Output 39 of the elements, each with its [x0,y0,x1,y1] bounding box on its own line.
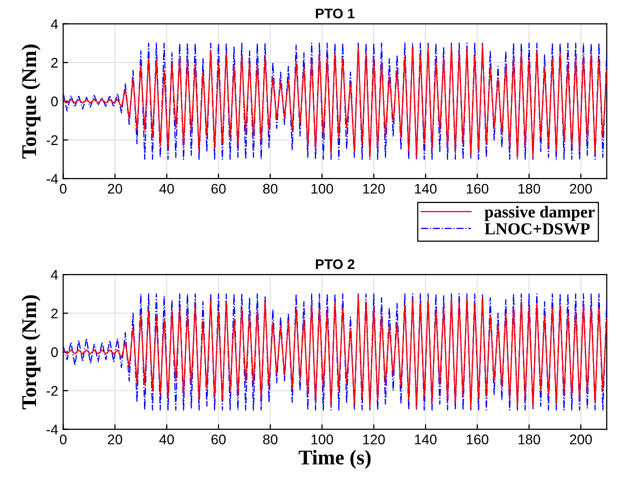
x-tick-label: 20 [108,184,122,194]
y-tick-label: 2 [51,308,58,318]
chart-title: PTO 1 [316,8,355,18]
x-tick-label: 140 [415,184,437,194]
y-tick-label: -2 [46,386,58,396]
legend-label: LNOC+DSWP [484,223,590,235]
x-tick-label: 120 [363,184,385,194]
legend-label: passive damper [484,206,595,221]
y-axis-title: Torque (Nm) [22,295,40,410]
x-tick-label: 60 [211,434,226,444]
y-tick-label: 0 [51,96,58,106]
x-tick-label: 80 [263,434,278,444]
x-tick-label: 160 [466,184,488,194]
y-axis-title: Torque (Nm) [22,44,40,158]
x-tick-label: 140 [415,434,437,444]
x-tick-label: 20 [108,434,122,444]
x-tick-label: 80 [263,184,278,194]
y-tick-label: -2 [46,135,58,145]
chart-title: PTO 2 [316,259,354,270]
x-tick-label: 180 [518,434,540,444]
x-tick-label: 60 [211,184,226,194]
x-tick-label: 180 [518,184,540,194]
x-tick-label: 100 [311,434,334,444]
x-tick-label: 160 [466,434,488,444]
x-tick-label: 40 [159,434,174,444]
x-tick-label: 0 [60,184,67,194]
x-tick-label: 100 [311,184,334,194]
x-tick-label: 40 [159,184,174,194]
x-tick-label: 200 [570,184,592,194]
x-tick-label: 0 [60,434,67,444]
x-axis-title: Time (s) [298,450,371,469]
y-tick-label: -4 [46,174,58,184]
y-tick-label: 2 [51,58,58,68]
y-tick-label: -4 [46,424,58,434]
y-tick-label: 4 [50,19,58,29]
x-tick-label: 200 [570,434,592,444]
y-tick-label: 0 [51,347,58,358]
y-tick-label: 4 [50,270,58,280]
x-tick-label: 120 [363,434,385,444]
